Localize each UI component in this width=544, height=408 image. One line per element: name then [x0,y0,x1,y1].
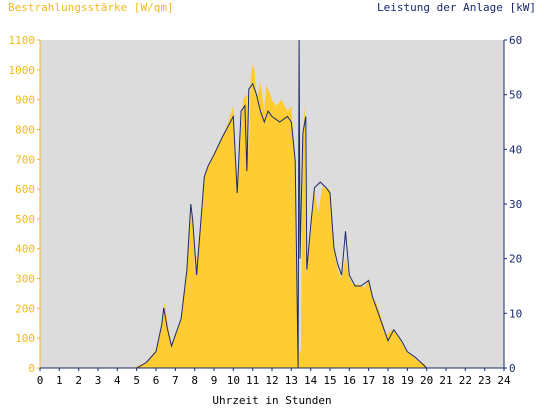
left-tick-label: 100 [15,332,35,345]
left-tick-label: 500 [15,213,35,226]
right-tick-label: 60 [509,34,522,47]
right-axis-title: Leistung der Anlage [kW] [377,1,536,14]
left-axis-ticks: 0 100 200 300 400 500 600 700 800 900 1000 1100 [9,34,40,375]
x-tick-label: 22 [459,374,472,387]
right-tick-label: 30 [509,198,522,211]
x-tick-label: 17 [362,374,375,387]
x-tick-label: 11 [246,374,259,387]
x-tick-label: 4 [114,374,121,387]
x-tick-label: 19 [401,374,414,387]
x-tick-label: 0 [37,374,44,387]
x-tick-label: 10 [227,374,240,387]
x-tick-label: 6 [153,374,160,387]
x-tick-label: 2 [75,374,82,387]
x-tick-label: 15 [323,374,336,387]
x-tick-label: 5 [133,374,140,387]
right-tick-label: 20 [509,253,522,266]
power-series [40,39,504,369]
right-axis-ticks: 0 10 20 30 40 50 60 [504,34,522,375]
x-axis-ticks: 0 1 2 3 4 5 6 7 8 9 10 11 12 13 14 15 16 17 18 19 20 21 22 23 24 [37,368,511,387]
power-line [40,39,504,369]
left-axis-title: Bestrahlungsstärke [W/qm] [8,1,174,14]
x-tick-label: 21 [439,374,452,387]
x-tick-label: 23 [478,374,491,387]
x-tick-label: 16 [343,374,356,387]
x-tick-label: 24 [497,374,511,387]
left-tick-label: 200 [15,302,35,315]
x-tick-label: 20 [420,374,433,387]
x-tick-label: 13 [285,374,298,387]
x-tick-label: 7 [172,374,179,387]
x-tick-label: 1 [56,374,63,387]
x-axis-title: Uhrzeit in Stunden [212,394,331,407]
x-tick-label: 18 [381,374,394,387]
x-tick-label: 12 [265,374,278,387]
left-tick-label: 1000 [9,64,36,77]
left-tick-label: 1100 [9,34,36,47]
right-tick-label: 50 [509,89,522,102]
left-tick-label: 0 [28,362,35,375]
irradiance-series [40,63,504,369]
left-tick-label: 900 [15,94,35,107]
left-tick-label: 800 [15,123,35,136]
right-tick-label: 10 [509,307,522,320]
left-tick-label: 300 [15,273,35,286]
x-tick-label: 9 [211,374,218,387]
x-tick-label: 14 [304,374,318,387]
irradiance-area [40,63,504,369]
left-tick-label: 600 [15,183,35,196]
x-tick-label: 8 [191,374,198,387]
x-tick-label: 3 [95,374,102,387]
right-tick-label: 40 [509,143,522,156]
left-tick-label: 700 [15,153,35,166]
left-tick-label: 400 [15,243,35,256]
right-tick-label: 0 [509,362,516,375]
